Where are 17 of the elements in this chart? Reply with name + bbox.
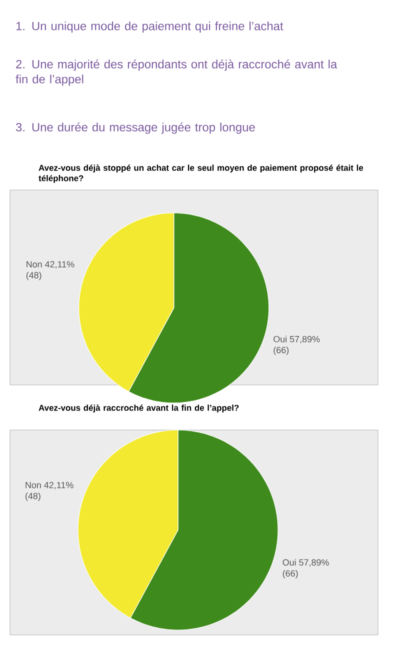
text: 1. Un unique mode de paiement qui freine l’achat (16, 22, 284, 33)
data-label: 42,11% (44, 482, 74, 490)
text: 3. Une durée du message jugée trop longue (16, 122, 255, 134)
slice-label: Non (26, 261, 42, 268)
slice-label: Oui (282, 559, 296, 566)
text: (66) (282, 570, 298, 578)
slice-label: Oui (274, 336, 286, 342)
text: (48) (26, 272, 42, 280)
data-label: 57,89% (299, 559, 329, 567)
text: 2. Une majorité des répondants ont déjà raccroché avant la fin de l’appel (16, 60, 338, 86)
slice-label: Non (26, 482, 41, 488)
data-label: 42,11% (45, 261, 74, 269)
data-label: 57,89% (290, 336, 320, 344)
chart-title: Avez-vous déjà raccroché avant la fin de l’appel? (38, 404, 239, 412)
text: (48) (26, 492, 40, 501)
text: (66) (274, 346, 289, 356)
chart-title: Avez-vous déjà stoppé un achat car le seul moyen de paiement proposé était le téléphone? (38, 164, 364, 183)
